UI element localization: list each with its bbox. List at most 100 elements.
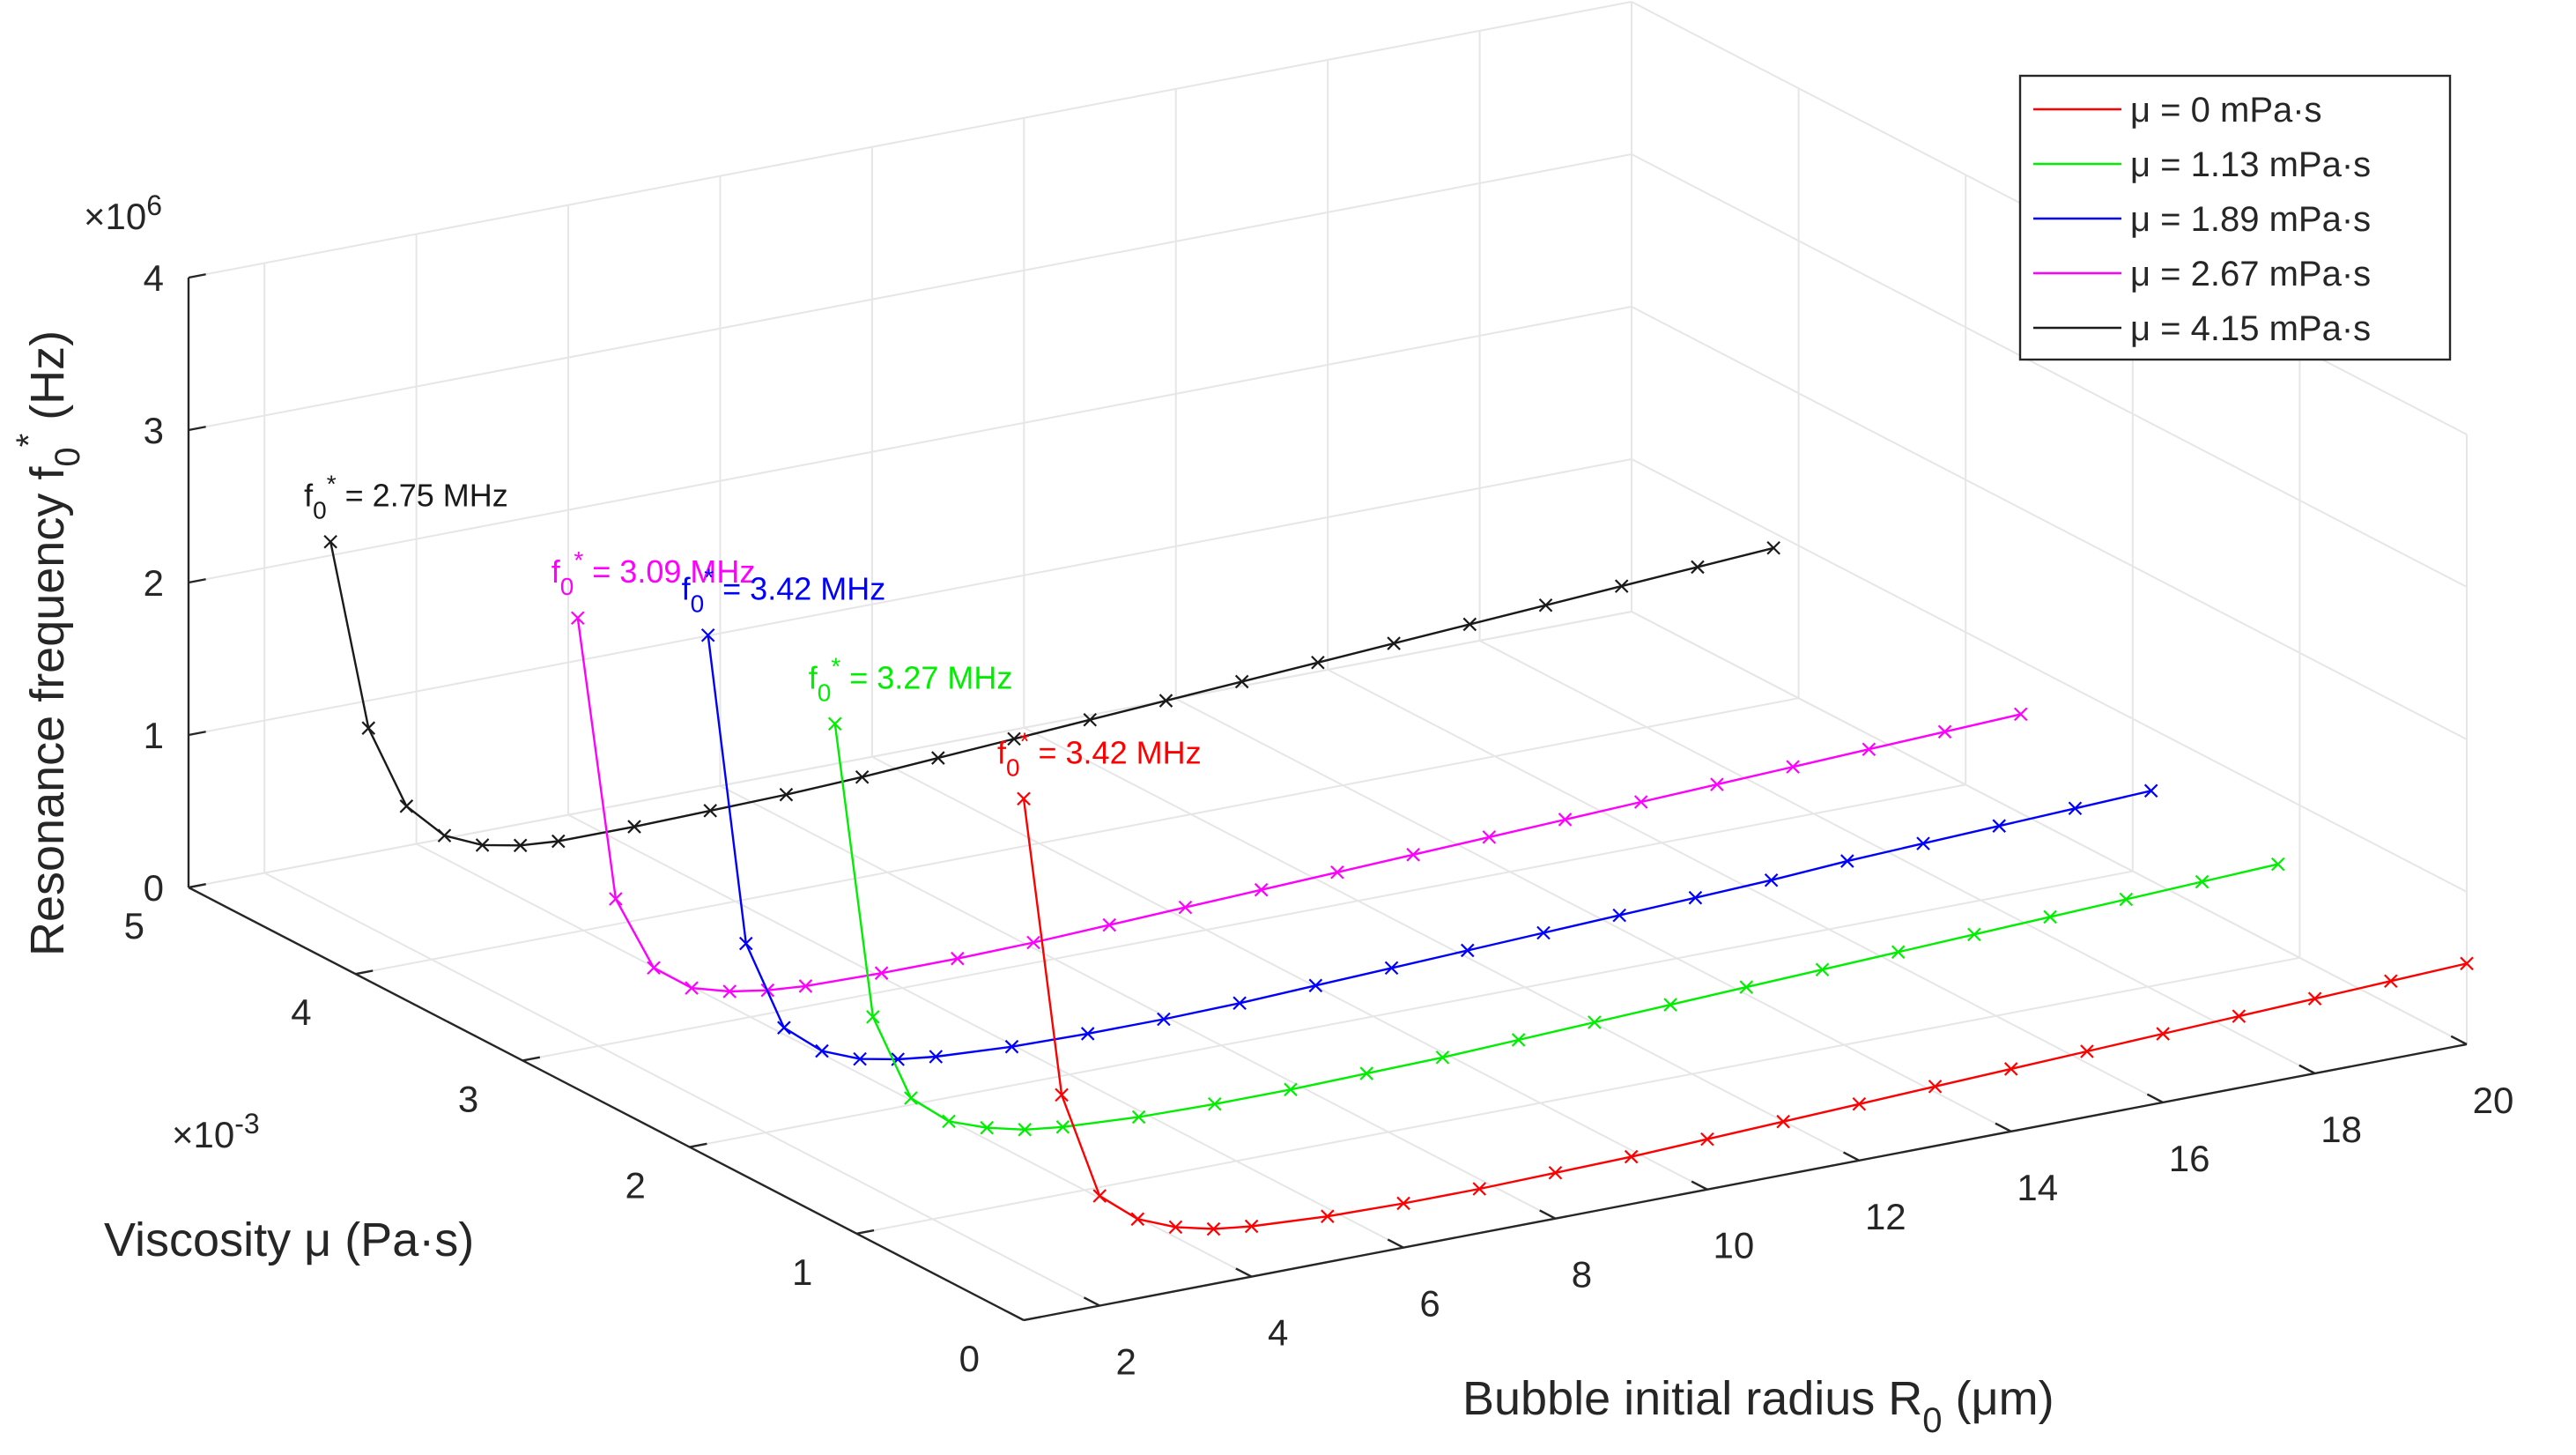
- legend-entry: μ = 1.89 mPa·s: [2033, 200, 2371, 239]
- x-tick-label: 2: [1116, 1341, 1136, 1383]
- data-point-marker: [1462, 617, 1477, 632]
- data-point-marker: [1384, 961, 1399, 976]
- data-point-marker: [1937, 724, 1952, 739]
- series-0: [1017, 791, 2474, 1236]
- data-point-marker: [1928, 1080, 1943, 1094]
- data-point-marker: [779, 787, 794, 802]
- mu-tick-label: 4: [291, 991, 311, 1033]
- floor-gridline-x: [1023, 726, 1860, 1162]
- peak-annotation: f0* = 3.42 MHz: [682, 564, 886, 618]
- data-point-marker: [1080, 1027, 1095, 1041]
- mu-tick-label: 3: [458, 1078, 478, 1119]
- series-4: [323, 534, 1780, 853]
- data-point-marker: [1387, 636, 1401, 650]
- series-line: [1022, 798, 2468, 1230]
- mu-tick-mark: [355, 969, 374, 976]
- data-point-marker: [2043, 909, 2057, 924]
- data-point-marker: [323, 534, 337, 549]
- data-point-marker: [1092, 1189, 1107, 1203]
- floor-gridline-mu: [355, 697, 1799, 976]
- x-tick-mark: [1387, 1238, 1404, 1249]
- data-point-marker: [2068, 801, 2083, 816]
- data-point-marker: [2195, 874, 2210, 889]
- floor-gridline-x: [1479, 640, 2316, 1074]
- data-point-marker: [904, 1091, 918, 1105]
- series-layer: [323, 534, 2474, 1236]
- x-tick-label: 4: [1268, 1312, 1288, 1354]
- data-point-marker: [722, 984, 737, 998]
- data-point-marker: [1482, 830, 1497, 844]
- data-point-marker: [1852, 1097, 1867, 1111]
- data-point-marker: [1018, 1123, 1033, 1137]
- data-point-marker: [1764, 872, 1779, 887]
- x-tick-mark: [1691, 1180, 1708, 1191]
- z-tick-label: 2: [144, 562, 164, 604]
- data-point-marker: [2270, 857, 2285, 872]
- x-tick-mark: [1235, 1267, 1253, 1278]
- side-wall-gridline-z: [1631, 458, 2468, 893]
- mu-tick-label: 1: [792, 1251, 812, 1293]
- side-wall-gridline-z: [1631, 153, 2468, 588]
- series-3: [570, 611, 2028, 998]
- floor-gridline-x: [1175, 697, 2012, 1132]
- legend-label: μ = 1.13 mPa·s: [2130, 145, 2371, 184]
- data-point-marker: [1511, 1033, 1526, 1047]
- data-point-marker: [929, 1050, 944, 1064]
- data-point-marker: [1766, 540, 1780, 555]
- data-point-marker: [2384, 974, 2398, 989]
- floor-gridline-mu: [856, 956, 2300, 1235]
- data-point-marker: [475, 838, 490, 852]
- data-point-marker: [2013, 707, 2028, 722]
- legend-entry: μ = 4.15 mPa·s: [2033, 309, 2371, 348]
- x-tick-mark: [2298, 1064, 2316, 1075]
- x-tick-mark: [1843, 1151, 1860, 1162]
- z-tick-mark: [188, 426, 206, 432]
- floor-gridline-x: [263, 872, 1100, 1307]
- data-point-marker: [855, 769, 870, 784]
- floor-gridline-x: [567, 813, 1404, 1249]
- data-point-marker: [1688, 890, 1703, 905]
- mu-tick-label: 0: [959, 1338, 980, 1379]
- x-tick-label: 20: [2473, 1080, 2514, 1121]
- legend-entry: μ = 1.13 mPa·s: [2033, 145, 2371, 184]
- series-line: [833, 724, 2279, 1132]
- data-point-marker: [942, 1114, 956, 1129]
- data-point-marker: [437, 828, 452, 843]
- data-point-marker: [874, 966, 889, 980]
- data-point-marker: [1548, 1166, 1563, 1180]
- data-point-marker: [361, 721, 376, 735]
- data-point-marker: [2232, 1009, 2247, 1023]
- peak-annotation: f0* = 3.42 MHz: [997, 727, 1202, 781]
- data-point-marker: [1815, 962, 1830, 976]
- floor-gridline-mu: [522, 783, 1966, 1062]
- data-point-marker: [1232, 996, 1247, 1011]
- y-axis-line: [188, 886, 1025, 1322]
- x-axis-label-sub: 0: [1922, 1401, 1942, 1440]
- series-1: [827, 716, 2285, 1137]
- back-wall-gridline-z: [188, 153, 1632, 431]
- legend-entry: μ = 0 mPa·s: [2033, 91, 2322, 130]
- x-tick-label: 8: [1572, 1254, 1592, 1295]
- data-point-marker: [399, 799, 414, 813]
- z-tick-label: 1: [144, 715, 164, 756]
- z-tick-mark: [188, 883, 206, 889]
- z-tick-mark: [188, 731, 206, 737]
- z-tick-label: 3: [144, 410, 164, 451]
- data-point-marker: [1691, 560, 1705, 575]
- data-point-marker: [1234, 674, 1249, 689]
- data-point-marker: [1055, 1120, 1070, 1134]
- x-tick-label: 12: [1865, 1196, 1906, 1237]
- series-line: [576, 618, 2022, 993]
- data-point-marker: [1739, 980, 1754, 994]
- data-point-marker: [1359, 1066, 1374, 1080]
- data-point-marker: [1776, 1114, 1790, 1129]
- peak-annotation: f0* = 3.09 MHz: [551, 546, 756, 600]
- data-point-marker: [1083, 712, 1098, 727]
- data-point-marker: [609, 892, 623, 906]
- data-point-marker: [2307, 991, 2322, 1006]
- legend: μ = 0 mPa·s μ = 1.13 mPa·s μ = 1.89 mPa·…: [2018, 74, 2452, 361]
- z-axis-label-text: Resonance frequency f: [21, 466, 74, 956]
- data-point-marker: [827, 716, 842, 731]
- y-axis-exponent: ×10-3: [172, 1108, 260, 1155]
